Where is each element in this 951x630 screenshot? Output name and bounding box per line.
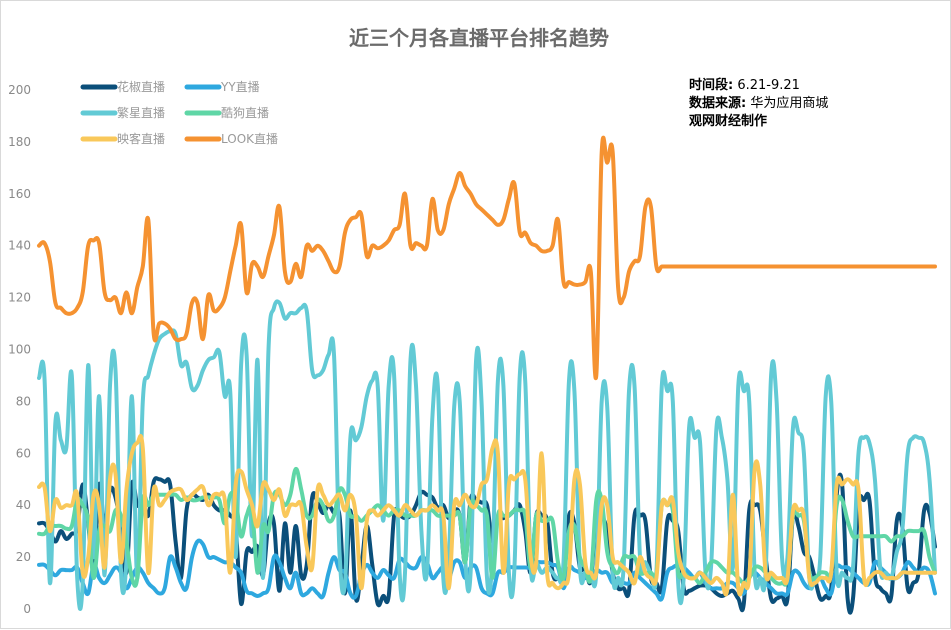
y-tick-label: 140 — [8, 239, 31, 253]
series-line-2 — [37, 299, 937, 611]
y-tick-label: 100 — [8, 343, 31, 357]
y-tick-label: 60 — [16, 446, 31, 460]
legend-item-4[interactable]: 映客直播 — [80, 131, 165, 146]
legend-label: LOOK直播 — [221, 132, 278, 146]
legend-item-5[interactable]: LOOK直播 — [184, 132, 278, 146]
y-tick-label: 200 — [8, 83, 31, 97]
y-tick-label: 160 — [8, 187, 31, 201]
legend-item-1[interactable]: YY直播 — [184, 80, 260, 94]
legend-label: YY直播 — [220, 80, 260, 94]
y-tick-label: 0 — [23, 602, 31, 616]
legend-item-2[interactable]: 繁星直播 — [80, 105, 165, 120]
y-tick-label: 40 — [16, 498, 31, 512]
legend-label: 花椒直播 — [117, 79, 165, 94]
annotation-line-2: 观网财经制作 — [689, 113, 767, 129]
annotation-line-0: 时间段: 6.21-9.21 — [689, 77, 800, 93]
y-tick-label: 80 — [16, 394, 31, 408]
y-axis: 0 20 40 60 80 100 120 140 160 180 200 — [8, 83, 31, 616]
y-tick-label: 180 — [8, 135, 31, 149]
y-tick-label: 20 — [16, 550, 31, 564]
series-layer — [37, 135, 937, 615]
series-line-5 — [37, 135, 937, 381]
legend-label: 酷狗直播 — [221, 106, 269, 120]
legend-label: 繁星直播 — [117, 105, 165, 120]
chart-title: 近三个月各直播平台排名趋势 — [349, 26, 609, 50]
legend-label: 映客直播 — [117, 131, 165, 146]
series-line-4 — [37, 433, 937, 597]
legend-item-0[interactable]: 花椒直播 — [80, 79, 165, 94]
legend-item-3[interactable]: 酷狗直播 — [184, 106, 269, 120]
y-tick-label: 120 — [8, 291, 31, 305]
annotation-line-1: 数据来源: 华为应用商城 — [689, 95, 828, 111]
